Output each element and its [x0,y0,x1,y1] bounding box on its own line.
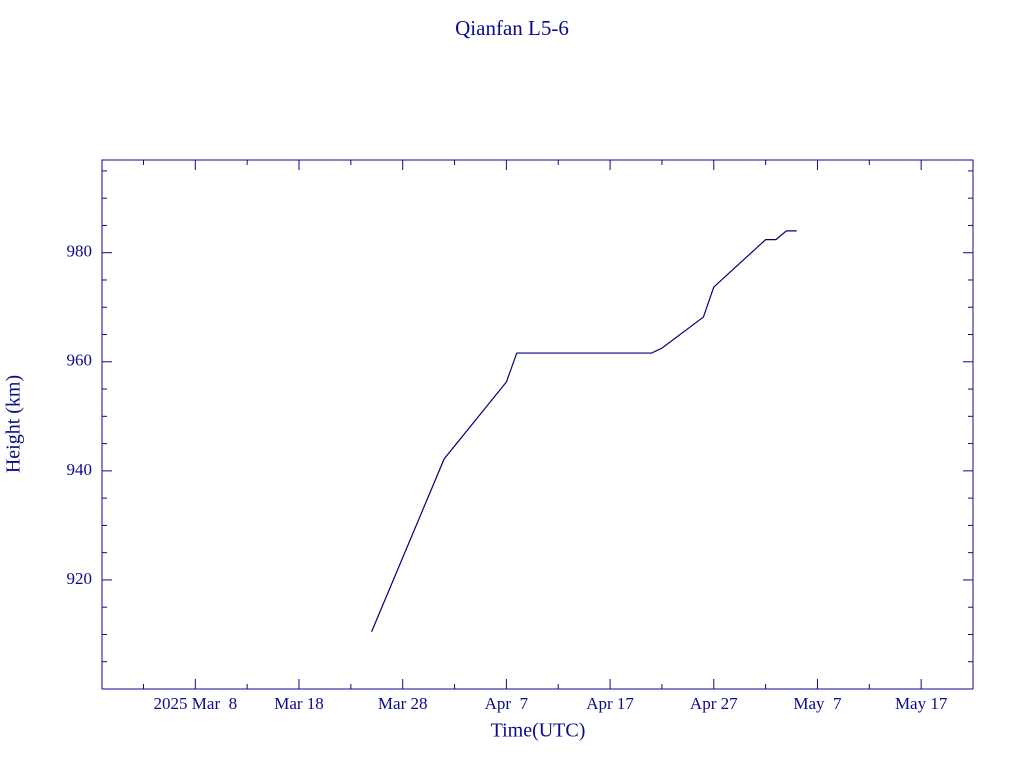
x-tick-label: May 7 [793,694,842,713]
x-tick-label: 2025 Mar 8 [154,694,238,713]
x-tick-label: Mar 18 [274,694,324,713]
x-axis-label: Time(UTC) [491,720,586,742]
y-tick-label: 940 [67,460,93,479]
x-tick-label: May 17 [895,694,948,713]
y-axis-label: Height (km) [3,375,25,473]
data-line [371,230,797,632]
y-tick-label: 920 [67,569,93,588]
plot-frame [101,159,974,690]
y-tick-label: 960 [67,351,93,370]
x-tick-label: Mar 28 [378,694,428,713]
x-tick-label: Apr 7 [485,694,529,713]
chart-title: Qianfan L5-6 [455,16,569,40]
x-tick-label: Apr 27 [690,694,738,713]
y-tick-label: 980 [67,242,93,261]
x-tick-label: Apr 17 [586,694,634,713]
